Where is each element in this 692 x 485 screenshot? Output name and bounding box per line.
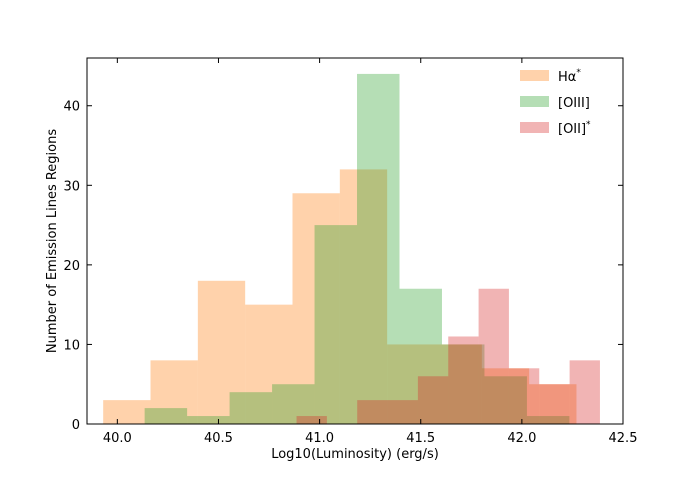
series-1 — [144, 73, 570, 425]
bar-series2-bin5 — [448, 336, 479, 424]
plot-frame — [86, 57, 624, 425]
x-tick-label: 40.0 — [103, 431, 132, 446]
series-2 — [296, 288, 600, 424]
legend-swatch-1 — [520, 96, 549, 107]
bar-series2-bin6 — [478, 288, 509, 424]
bar-series1-bin9 — [526, 416, 570, 424]
x-tick-label: 40.5 — [204, 431, 233, 446]
bar-series1-bin6 — [399, 288, 442, 424]
bar-series0-bin5 — [339, 169, 388, 424]
bar-series0-bin2 — [197, 280, 246, 424]
x-tick-label: 42.0 — [507, 431, 536, 446]
bar-series1-bin8 — [484, 376, 527, 424]
bar-series2-bin7 — [508, 368, 540, 424]
series-0 — [103, 169, 577, 424]
histogram-bars — [103, 73, 600, 425]
legend-label-1: [OIII] — [558, 96, 590, 111]
plot-area — [87, 58, 623, 424]
bar-series2-bin0 — [296, 416, 327, 424]
bar-series0-bin3 — [245, 304, 293, 424]
x-tick-label: 41.0 — [305, 431, 334, 446]
axis-ticks: 40.0 40.5 41.0 41.5 42.0 42.5 0 10 20 30 40 — [63, 58, 637, 446]
bar-series0-bin9 — [529, 384, 577, 424]
legend-swatch-2 — [520, 122, 549, 133]
legend-label-0: Hα* — [558, 68, 581, 85]
y-tick-label: 40 — [63, 100, 80, 115]
bar-series0-bin1 — [150, 360, 198, 424]
bar-series0-bin4 — [292, 193, 340, 424]
bar-series2-bin3 — [387, 400, 418, 424]
bar-series0-bin6 — [387, 344, 435, 424]
bar-series0-bin0 — [103, 400, 151, 424]
y-tick-label: 10 — [63, 338, 80, 353]
x-tick-label: 42.5 — [609, 431, 638, 446]
bar-series2-bin4 — [417, 376, 449, 424]
bar-series2-bin2 — [357, 400, 388, 424]
y-tick-label: 0 — [72, 418, 80, 433]
bar-series1-bin0 — [144, 408, 188, 424]
y-tick-label: 20 — [63, 259, 80, 274]
legend: Hα* [OIII] [OII]* — [520, 68, 591, 137]
bar-series0-bin7 — [434, 344, 482, 424]
legend-label-2: [OII]* — [558, 120, 591, 137]
x-tick-label: 41.5 — [406, 431, 435, 446]
bar-series1-bin4 — [314, 225, 358, 424]
bar-series1-bin7 — [441, 344, 485, 424]
bar-series2-bin8 — [539, 384, 570, 424]
bar-series0-bin8 — [481, 368, 530, 424]
y-tick-label: 30 — [63, 179, 80, 194]
bar-series1-bin2 — [229, 392, 273, 424]
bar-series1-bin1 — [187, 416, 230, 424]
legend-swatch-0 — [520, 70, 549, 81]
bar-series1-bin5 — [357, 73, 400, 425]
bar-series2-bin9 — [569, 360, 600, 424]
x-axis-label: Log10(Luminosity) (erg/s) — [271, 447, 439, 462]
y-axis-label: Number of Emission Lines Regions — [45, 129, 60, 353]
bar-series1-bin3 — [272, 384, 315, 424]
